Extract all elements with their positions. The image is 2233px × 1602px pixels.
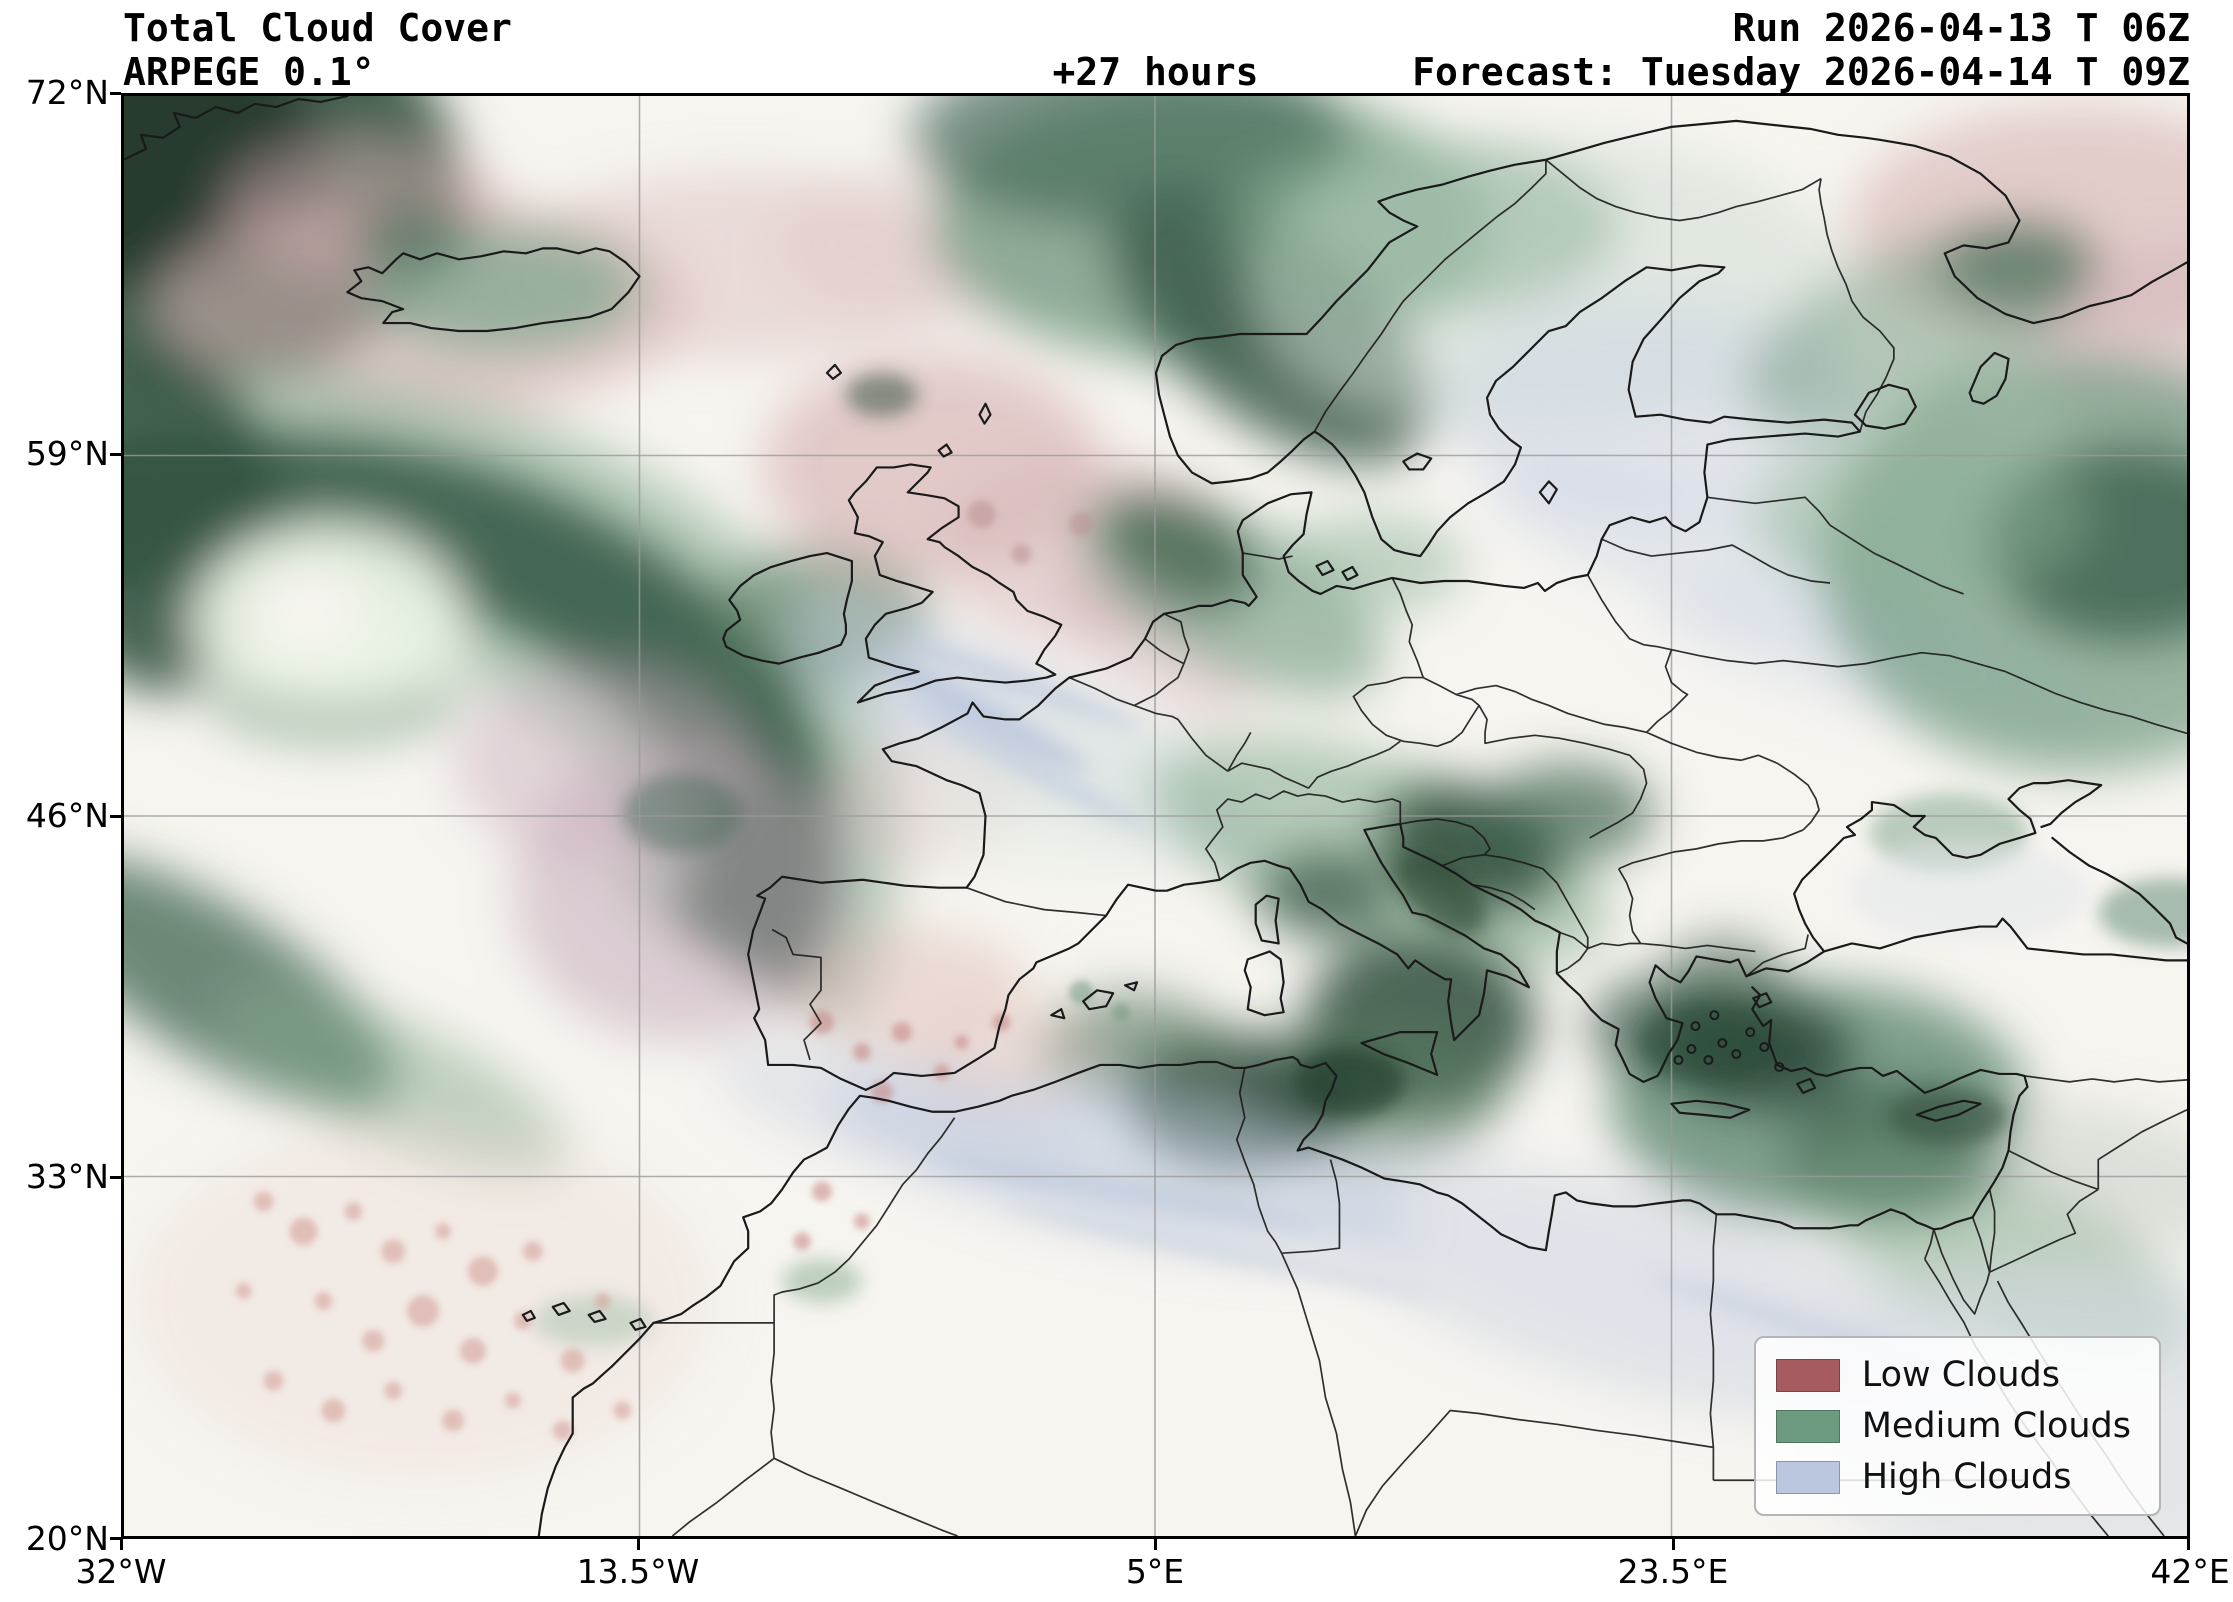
model-label: ARPEGE 0.1° bbox=[123, 50, 375, 94]
x-tick-42e: 42°E bbox=[2150, 1552, 2230, 1591]
coast-iceland bbox=[346, 247, 641, 333]
coastlines bbox=[124, 96, 2187, 1536]
page-title: Total Cloud Cover bbox=[123, 6, 512, 50]
x-tickmark bbox=[1672, 1539, 1675, 1550]
x-tick-13-5w: 13.5°W bbox=[576, 1552, 700, 1591]
medium-clouds-swatch bbox=[1775, 1409, 1840, 1443]
x-tick-32w: 32°W bbox=[75, 1552, 167, 1591]
y-tick-46n: 46°N bbox=[25, 796, 109, 835]
y-tick-33n: 33°N bbox=[25, 1157, 109, 1196]
coast-black-sea bbox=[1793, 779, 2187, 953]
x-tickmark bbox=[1154, 1539, 1157, 1550]
legend: Low Clouds Medium Clouds High Clouds bbox=[1753, 1336, 2161, 1516]
high-clouds-label: High Clouds bbox=[1861, 1457, 2072, 1497]
coast-islands-lakes bbox=[521, 351, 2010, 1331]
y-tick-20n: 20°N bbox=[25, 1519, 109, 1558]
legend-item-low-clouds: Low Clouds bbox=[1775, 1354, 2131, 1396]
cloud-cover-map: Low Clouds Medium Clouds High Clouds bbox=[121, 93, 2190, 1539]
x-tickmark bbox=[2187, 1539, 2190, 1550]
lead-time-label: +27 hours bbox=[1052, 50, 1259, 94]
coast-mediterranean bbox=[537, 822, 2187, 1536]
graticule bbox=[124, 96, 2187, 1536]
low-clouds-label: Low Clouds bbox=[1861, 1355, 2060, 1395]
y-tickmark bbox=[110, 92, 121, 95]
legend-item-medium-clouds: Medium Clouds bbox=[1775, 1405, 2131, 1447]
x-tick-23-5e: 23.5°E bbox=[1617, 1552, 1729, 1591]
forecast-label: Forecast: Tuesday 2026-04-14 T 09Z bbox=[1412, 50, 2190, 94]
aegean-islands bbox=[1673, 1010, 1785, 1072]
x-tickmark bbox=[637, 1539, 640, 1550]
y-tickmark bbox=[110, 453, 121, 456]
y-tick-72n: 72°N bbox=[25, 73, 109, 112]
map-canvas bbox=[124, 96, 2187, 1536]
x-tick-5e: 5°E bbox=[1125, 1552, 1185, 1591]
legend-item-high-clouds: High Clouds bbox=[1775, 1456, 2131, 1498]
run-label: Run 2026-04-13 T 06Z bbox=[1732, 6, 2190, 50]
coast-greenland bbox=[124, 96, 349, 161]
x-tickmark bbox=[120, 1539, 123, 1550]
high-clouds-swatch bbox=[1775, 1460, 1840, 1494]
y-tickmark bbox=[110, 815, 121, 818]
coast-atlantic-baltic-arctic bbox=[747, 119, 2187, 1091]
y-tick-59n: 59°N bbox=[25, 434, 109, 473]
y-tickmark bbox=[110, 1537, 121, 1540]
y-tickmark bbox=[110, 1176, 121, 1179]
low-clouds-swatch bbox=[1775, 1358, 1840, 1392]
medium-clouds-label: Medium Clouds bbox=[1861, 1406, 2131, 1446]
coast-ireland bbox=[722, 552, 853, 665]
cloud-layer-soft bbox=[124, 96, 2187, 1536]
coast-britain bbox=[847, 463, 1063, 704]
